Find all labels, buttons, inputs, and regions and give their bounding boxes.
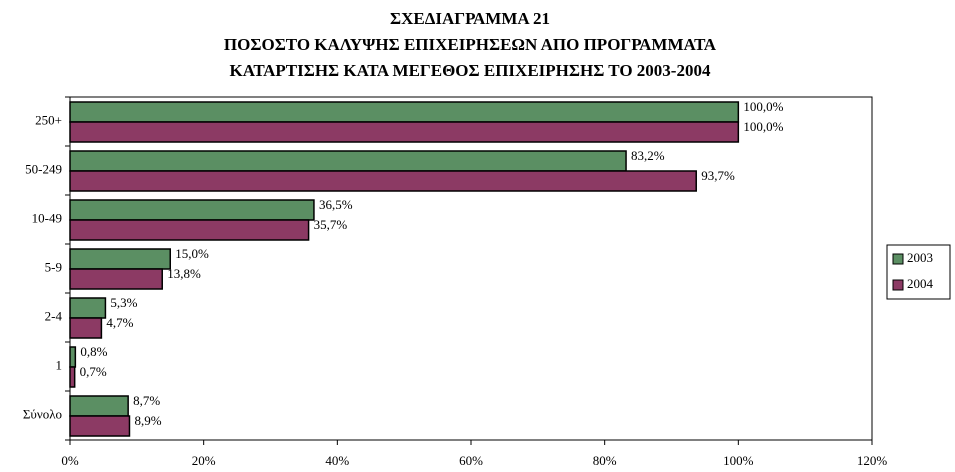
value-label: 83,2% xyxy=(631,148,665,163)
value-label: 8,7% xyxy=(133,393,160,408)
chart-title: ΚΑΤΑΡΤΙΣΗΣ ΚΑΤΑ ΜΕΓΕΘΟΣ ΕΠΙΧΕΙΡΗΣΗΣ ΤΟ 2… xyxy=(230,61,711,80)
legend-swatch xyxy=(892,253,904,265)
value-label: 8,9% xyxy=(134,413,161,428)
value-label: 100,0% xyxy=(743,99,783,114)
y-tick-label: 2-4 xyxy=(45,308,63,323)
value-label: 0,7% xyxy=(80,364,107,379)
y-tick-label: 5-9 xyxy=(45,259,62,274)
bar xyxy=(69,121,740,143)
value-label: 4,7% xyxy=(106,315,133,330)
x-tick-label: 60% xyxy=(459,453,483,468)
bar xyxy=(69,101,740,123)
bar xyxy=(69,346,77,368)
value-label: 5,3% xyxy=(110,295,137,310)
y-tick-label: 50-249 xyxy=(25,161,62,176)
value-label: 13,8% xyxy=(167,266,201,281)
x-tick-label: 0% xyxy=(61,453,79,468)
x-tick-label: 100% xyxy=(723,453,754,468)
value-label: 93,7% xyxy=(701,168,735,183)
bar xyxy=(69,199,315,221)
legend-label: 2003 xyxy=(907,250,933,265)
value-label: 0,8% xyxy=(80,344,107,359)
legend-swatch xyxy=(892,279,904,291)
value-label: 100,0% xyxy=(743,119,783,134)
bar xyxy=(69,268,163,290)
bar xyxy=(69,317,103,339)
value-label: 36,5% xyxy=(319,197,353,212)
bar xyxy=(69,366,76,388)
legend-label: 2004 xyxy=(907,276,934,291)
y-tick-label: 250+ xyxy=(35,112,62,127)
x-tick-label: 40% xyxy=(325,453,349,468)
x-tick-label: 120% xyxy=(857,453,888,468)
bar xyxy=(69,395,129,417)
y-tick-label: Σύνολο xyxy=(23,406,62,421)
x-tick-label: 80% xyxy=(593,453,617,468)
bar xyxy=(69,170,697,192)
bar xyxy=(69,297,107,319)
y-tick-label: 1 xyxy=(56,357,63,372)
bar xyxy=(69,219,310,241)
bar xyxy=(69,150,627,172)
x-tick-label: 20% xyxy=(192,453,216,468)
chart-title: ΠΟΣΟΣΤΟ ΚΑΛΥΨΗΣ ΕΠΙΧΕΙΡΗΣΕΩΝ ΑΠΟ ΠΡΟΓΡΑΜ… xyxy=(224,35,717,54)
y-tick-label: 10-49 xyxy=(32,210,62,225)
bar xyxy=(69,248,171,270)
value-label: 15,0% xyxy=(175,246,209,261)
value-label: 35,7% xyxy=(314,217,348,232)
bar xyxy=(69,415,131,437)
chart-title: ΣΧΕΔΙΑΓΡΑΜΜΑ 21 xyxy=(390,9,550,28)
